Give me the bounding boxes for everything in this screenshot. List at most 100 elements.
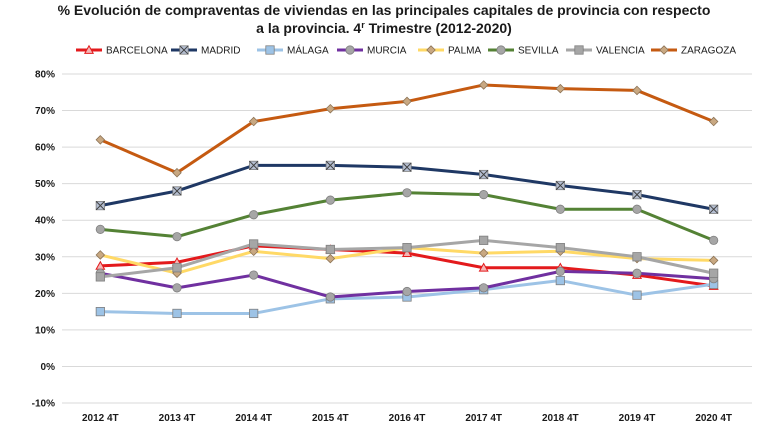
x-tick-label: 2015 4T — [312, 413, 349, 424]
legend-swatch-marker — [83, 44, 95, 54]
chart-gridlines — [62, 73, 752, 404]
legend-item-palma: PALMA — [418, 45, 481, 57]
data-point-valencia — [325, 244, 335, 255]
data-point-zaragoza — [95, 135, 106, 145]
plot-area — [95, 80, 719, 319]
data-point-zaragoza — [555, 83, 566, 94]
x-tick-label: 2018 4T — [542, 413, 579, 424]
y-tick-label: 40% — [35, 216, 55, 227]
series-murcia — [95, 266, 719, 302]
data-point-sevilla — [402, 188, 412, 198]
data-point-malaga — [249, 308, 259, 319]
data-point-zaragoza — [402, 96, 412, 107]
legend-item-murcia: MURCIA — [337, 45, 407, 57]
data-point-valencia — [95, 272, 105, 282]
legend-item-madrid: MADRID — [171, 45, 240, 57]
series-valencia — [95, 235, 719, 282]
data-point-sevilla — [95, 224, 105, 234]
x-axis: 2012 4T 2013 4T 2014 4T 2015 4T 2016 4T 2017 … — [82, 413, 732, 424]
data-point-palma — [708, 255, 719, 266]
data-point-murcia — [479, 283, 489, 293]
x-tick-label: 2017 4T — [465, 413, 502, 424]
chart-title-line-2: a la provincia. 4r Trimestre (2012-2020) — [256, 20, 512, 36]
data-point-sevilla — [249, 210, 259, 220]
data-point-zaragoza — [172, 167, 182, 178]
legend-label: MADRID — [201, 46, 240, 57]
y-tick-label: -10% — [32, 399, 55, 410]
legend-label: MURCIA — [367, 46, 407, 57]
data-point-valencia — [709, 268, 719, 278]
data-point-malaga — [555, 275, 565, 286]
data-point-palma — [95, 250, 106, 260]
data-point-madrid — [402, 162, 412, 172]
data-point-madrid — [709, 204, 719, 214]
legend-item-sevilla: SEVILLA — [488, 45, 559, 57]
legend-label: VALENCIA — [596, 46, 645, 57]
data-point-palma — [325, 253, 336, 264]
legend-item-valencia: VALENCIA — [566, 45, 645, 57]
legend-label: BARCELONA — [106, 46, 168, 57]
legend-label: MÁLAGA — [287, 44, 329, 57]
x-tick-label: 2019 4T — [619, 413, 656, 424]
legend-swatch-marker — [179, 45, 189, 55]
data-point-murcia — [172, 283, 182, 293]
data-point-malaga — [632, 290, 642, 300]
chart-title-line-2-superscript: r — [361, 20, 365, 30]
series-line-sevilla — [100, 191, 715, 242]
data-point-malaga — [95, 307, 105, 317]
chart-title-line-1: % Evolución de compraventas de viviendas… — [58, 2, 711, 18]
legend-swatch-marker — [345, 45, 355, 55]
data-point-barcelona — [478, 262, 489, 272]
data-point-murcia — [632, 268, 642, 278]
data-point-sevilla — [325, 195, 335, 205]
data-point-zaragoza — [708, 116, 719, 127]
data-point-barcelona — [401, 247, 413, 257]
data-point-valencia — [555, 243, 565, 253]
data-point-murcia — [249, 270, 259, 280]
y-axis: -10% 0% 10% 20% 30% 40% 50% 60% 70% 80% — [32, 70, 55, 410]
data-point-malaga — [172, 308, 182, 319]
series-line-madrid — [100, 163, 714, 211]
y-tick-label: 0% — [41, 362, 56, 373]
chart-title-line-2-pre: a la provincia. 4 — [256, 20, 361, 36]
data-point-murcia — [402, 286, 412, 297]
chart-legend: BARCELONA MADRID MÁLAGA MURCIA PALMA SEVILLA V… — [76, 44, 736, 57]
x-tick-label: 2016 4T — [389, 413, 426, 424]
series-madrid — [95, 160, 719, 214]
legend-swatch-marker — [265, 45, 275, 55]
legend-item-malaga: MÁLAGA — [257, 44, 329, 57]
y-tick-label: 60% — [35, 143, 55, 154]
y-tick-label: 20% — [35, 289, 55, 300]
legend-swatch-marker — [496, 45, 506, 55]
data-point-madrid — [95, 200, 105, 211]
legend-swatch-marker — [659, 45, 669, 55]
legend-label: SEVILLA — [518, 46, 559, 57]
y-tick-label: 10% — [35, 325, 55, 336]
data-point-madrid — [172, 186, 182, 196]
data-point-madrid — [632, 190, 642, 200]
series-malaga — [95, 275, 719, 319]
data-point-murcia — [555, 266, 565, 276]
data-point-murcia — [325, 292, 335, 302]
legend-item-zaragoza: ZARAGOZA — [651, 45, 736, 57]
data-point-valencia — [172, 263, 182, 273]
series-sevilla — [95, 188, 719, 245]
data-point-zaragoza — [248, 116, 259, 127]
legend-swatch-marker — [426, 45, 436, 55]
x-tick-label: 2012 4T — [82, 413, 119, 424]
data-point-madrid — [479, 169, 489, 180]
data-point-palma — [478, 248, 489, 258]
data-point-madrid — [249, 160, 259, 170]
data-point-zaragoza — [478, 80, 489, 90]
data-point-madrid — [325, 160, 335, 170]
data-point-sevilla — [632, 204, 642, 214]
data-point-zaragoza — [325, 103, 336, 114]
y-tick-label: 30% — [35, 252, 55, 263]
series-zaragoza — [95, 80, 719, 178]
data-point-valencia — [479, 235, 489, 245]
data-point-valencia — [632, 252, 642, 262]
x-tick-label: 2013 4T — [159, 413, 196, 424]
data-point-zaragoza — [632, 85, 642, 96]
data-point-madrid — [555, 180, 565, 191]
